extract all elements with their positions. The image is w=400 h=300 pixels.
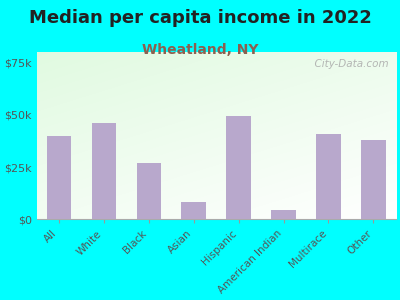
Bar (47, 136, 72, 220)
Text: Median per capita income in 2022: Median per capita income in 2022 (28, 9, 372, 27)
Text: Wheatland, NY: Wheatland, NY (142, 44, 258, 58)
Bar (316, 134, 341, 220)
Bar (361, 140, 386, 220)
Bar (182, 202, 206, 220)
Text: City-Data.com: City-Data.com (308, 59, 389, 69)
Bar (92, 123, 116, 220)
Bar (136, 163, 161, 220)
Bar (271, 210, 296, 220)
Bar (226, 116, 251, 220)
